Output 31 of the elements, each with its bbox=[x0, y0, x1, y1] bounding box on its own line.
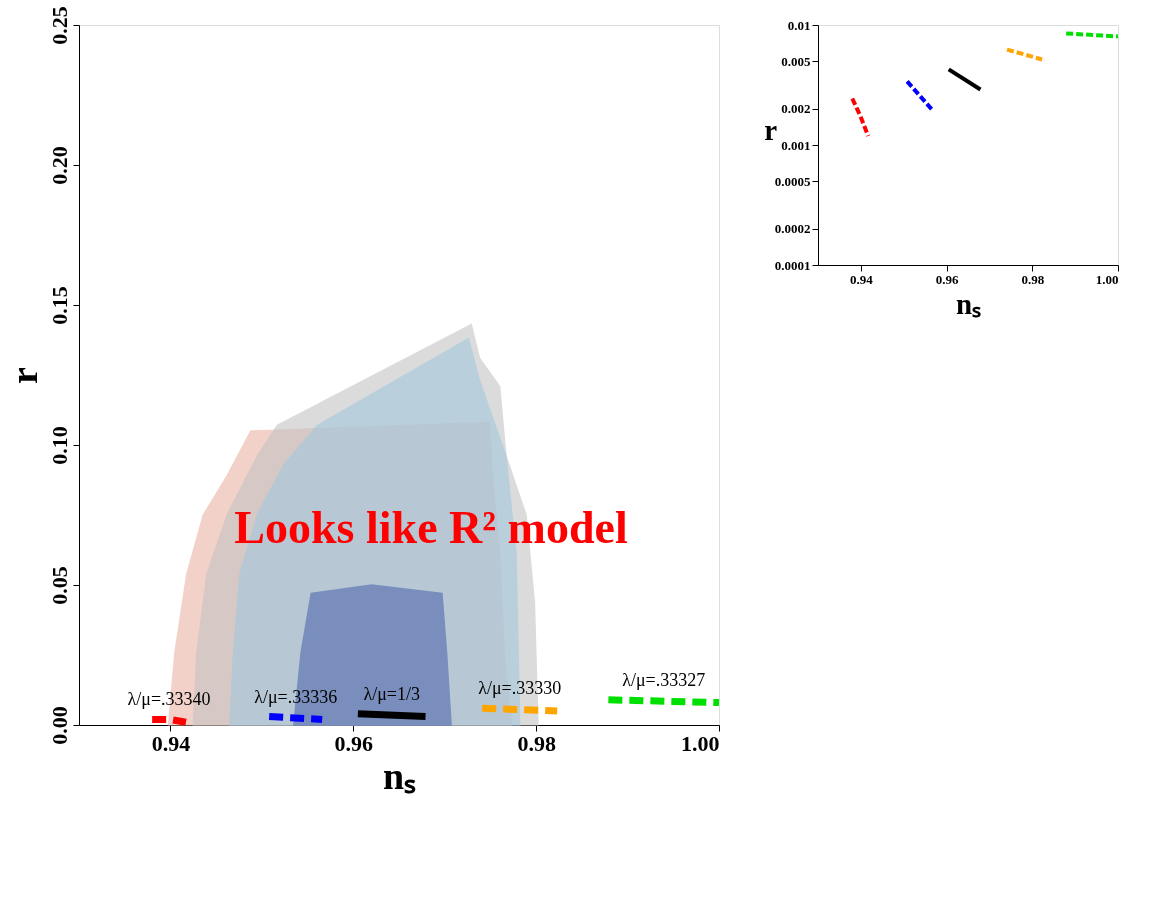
y-tick-label: 0.0005 bbox=[774, 173, 811, 189]
y-tick-label: 0.20 bbox=[46, 146, 72, 185]
annotation: Looks like R² model bbox=[234, 502, 628, 553]
x-axis-title: nₛ bbox=[382, 754, 417, 797]
x-tick-label: 0.94 bbox=[849, 271, 874, 287]
series-label: λ/μ=.33330 bbox=[478, 678, 562, 699]
y-tick-label: 0.25 bbox=[46, 6, 72, 45]
y-axis-title: r bbox=[764, 113, 778, 146]
x-tick-label: 1.00 bbox=[1095, 271, 1119, 287]
x-tick-label: 0.96 bbox=[935, 271, 959, 287]
y-tick-label: 0.002 bbox=[781, 101, 811, 117]
x-tick-label: 0.98 bbox=[517, 730, 556, 756]
y-tick-label: 0.0002 bbox=[774, 221, 811, 237]
y-tick-label: 0.00 bbox=[46, 706, 72, 745]
y-tick-label: 0.01 bbox=[787, 17, 811, 33]
y-axis-title: r bbox=[2, 366, 45, 384]
series-label: λ/μ=.33336 bbox=[254, 686, 338, 707]
x-axis-title: nₛ bbox=[955, 287, 982, 320]
x-tick-label: 0.96 bbox=[334, 730, 374, 756]
series-label: λ/μ=1/3 bbox=[363, 683, 420, 704]
x-tick-label: 1.00 bbox=[681, 730, 720, 756]
y-tick-label: 0.0001 bbox=[774, 257, 811, 273]
y-tick-label: 0.15 bbox=[46, 286, 72, 325]
y-tick-label: 0.05 bbox=[46, 566, 72, 605]
series-label: λ/μ=.33327 bbox=[622, 669, 706, 690]
series-label: λ/μ=.33340 bbox=[127, 689, 211, 710]
x-tick-label: 0.94 bbox=[151, 730, 191, 756]
y-tick-label: 0.10 bbox=[46, 426, 72, 465]
y-tick-label: 0.005 bbox=[781, 53, 811, 69]
y-tick-label: 0.001 bbox=[781, 137, 811, 153]
x-tick-label: 0.98 bbox=[1021, 271, 1045, 287]
